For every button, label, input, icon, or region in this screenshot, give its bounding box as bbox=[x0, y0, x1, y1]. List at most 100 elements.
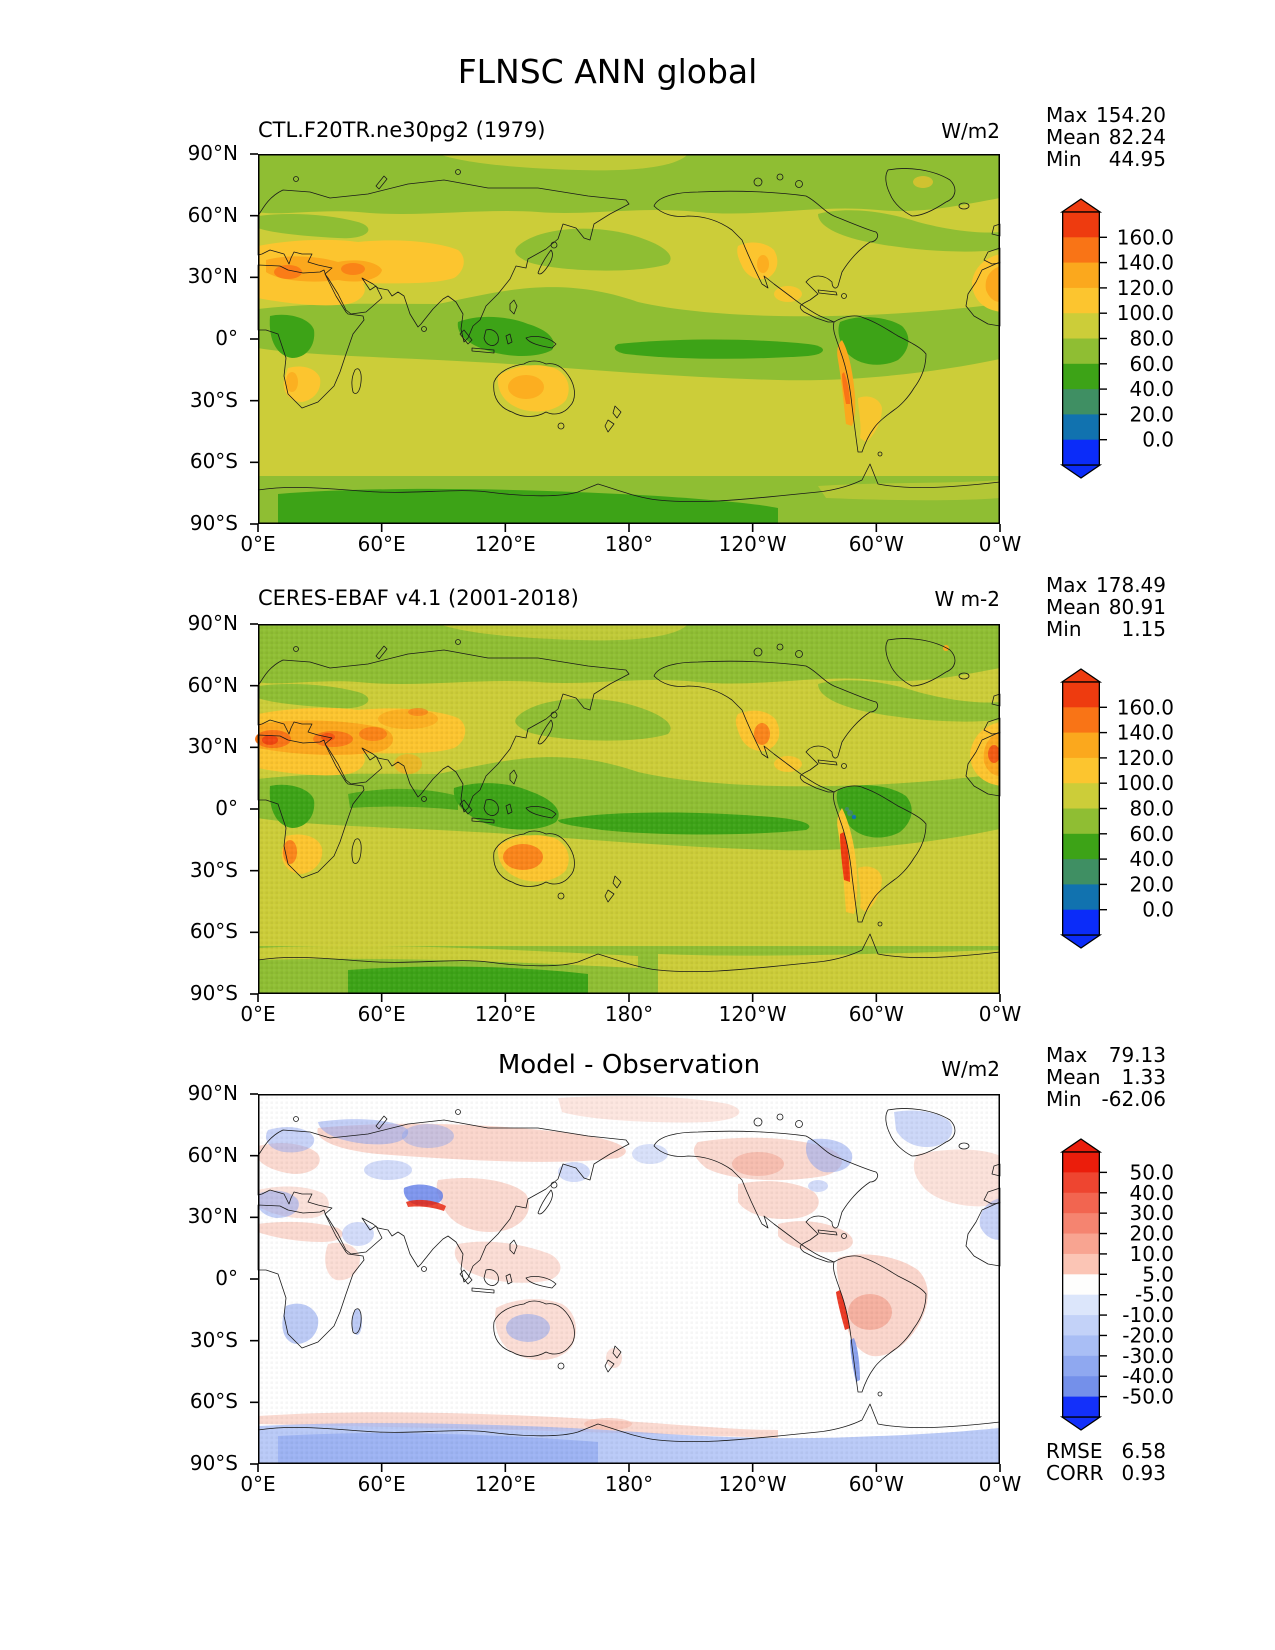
lon-tick-label: 0°W bbox=[978, 1472, 1022, 1496]
stat-row: RMSE 6.58 bbox=[1046, 1439, 1166, 1463]
lon-tick-label: 0°W bbox=[978, 532, 1022, 556]
panel2-lon-labels: 0°E 60°E 120°E 180° 120°W 60°W 0°W bbox=[240, 1002, 1021, 1026]
lon-tick-label: 180° bbox=[604, 532, 654, 556]
lon-tick-label: 180° bbox=[604, 1472, 654, 1496]
lon-tick-label: 120°W bbox=[718, 1002, 787, 1026]
lat-tick-label: 0° bbox=[215, 795, 238, 820]
stat-row: Min 1.15 bbox=[1046, 617, 1166, 641]
panel1-lon-labels: 0°E 60°E 120°E 180° 120°W 60°W 0°W bbox=[240, 532, 1021, 556]
panel3-lat-labels: 90°N 60°N 30°N 0° 30°S 60°S 90°S bbox=[160, 1081, 248, 1475]
diff-field bbox=[258, 1094, 1000, 1464]
lat-tick-label: 30°S bbox=[189, 1327, 238, 1352]
figure-title: FLNSC ANN global bbox=[457, 52, 758, 91]
svg-text:5.0: 5.0 bbox=[1142, 1262, 1174, 1286]
svg-text:-10.0: -10.0 bbox=[1122, 1303, 1174, 1327]
map-frame bbox=[258, 154, 1000, 524]
lat-tick-label: 60°N bbox=[187, 202, 238, 227]
lat-tick-label: 60°S bbox=[189, 449, 238, 474]
panel1-title: CTL.F20TR.ne30pg2 (1979) bbox=[258, 118, 546, 142]
lat-tick-label: 90°N bbox=[187, 610, 238, 635]
obs-map bbox=[249, 623, 1001, 1003]
lat-tick-label: 90°N bbox=[187, 1080, 238, 1105]
lat-tick-label: 60°S bbox=[189, 1389, 238, 1414]
svg-text:160.0: 160.0 bbox=[1117, 695, 1174, 719]
panel3-stats: Max 79.13 Mean 1.33 Min -62.06 bbox=[1046, 1044, 1166, 1110]
svg-text:60.0: 60.0 bbox=[1129, 822, 1174, 846]
svg-text:-20.0: -20.0 bbox=[1122, 1323, 1174, 1347]
svg-text:30.0: 30.0 bbox=[1129, 1201, 1174, 1225]
svg-text:80.0: 80.0 bbox=[1129, 797, 1174, 821]
lat-tick-label: 0° bbox=[215, 1265, 238, 1290]
lat-tick-label: 30°N bbox=[187, 264, 238, 289]
svg-text:140.0: 140.0 bbox=[1117, 721, 1174, 745]
lat-tick-label: 30°N bbox=[187, 734, 238, 759]
panel3-units: W/m2 bbox=[941, 1057, 1000, 1081]
lon-tick-label: 0°E bbox=[240, 1002, 276, 1026]
lon-tick-label: 0°E bbox=[240, 532, 276, 556]
lon-tick-label: 60°E bbox=[357, 532, 406, 556]
svg-text:-5.0: -5.0 bbox=[1135, 1283, 1174, 1307]
svg-text:40.0: 40.0 bbox=[1129, 847, 1174, 871]
lat-tick-label: 0° bbox=[215, 325, 238, 350]
panel2-colorbar: 160.0 140.0 120.0 100.0 80.0 60.0 40.0 20.0 0.0 bbox=[1059, 668, 1177, 949]
lat-tick-label: 60°N bbox=[187, 1142, 238, 1167]
svg-text:60.0: 60.0 bbox=[1129, 352, 1174, 376]
lon-tick-label: 120°E bbox=[474, 1472, 536, 1496]
svg-text:120.0: 120.0 bbox=[1117, 276, 1174, 300]
lat-tick-label: 90°S bbox=[189, 1450, 238, 1475]
panel1-colorbar: 160.0 140.0 120.0 100.0 80.0 60.0 40.0 20.0 0.0 bbox=[1059, 198, 1177, 479]
svg-text:0.0: 0.0 bbox=[1142, 898, 1174, 922]
svg-text:80.0: 80.0 bbox=[1129, 327, 1174, 351]
stat-row: Max 178.49 bbox=[1046, 573, 1166, 597]
lon-tick-label: 0°W bbox=[978, 1002, 1022, 1026]
panel2-stats: Max 178.49 Mean 80.91 Min 1.15 bbox=[1046, 574, 1166, 640]
lat-tick-label: 90°S bbox=[189, 980, 238, 1005]
stat-row: Mean 82.24 bbox=[1046, 125, 1166, 149]
model-map bbox=[249, 153, 1001, 533]
lat-tick-label: 60°S bbox=[189, 919, 238, 944]
lat-tick-label: 30°S bbox=[189, 387, 238, 412]
lon-tick-label: 180° bbox=[604, 1002, 654, 1026]
lon-tick-label: 0°E bbox=[240, 1472, 276, 1496]
map-frame bbox=[258, 1094, 1000, 1464]
lon-tick-label: 60°W bbox=[848, 532, 904, 556]
svg-text:140.0: 140.0 bbox=[1117, 251, 1174, 275]
lon-tick-label: 120°W bbox=[718, 532, 787, 556]
panel3-metrics: RMSE 6.58 CORR 0.93 bbox=[1046, 1440, 1166, 1484]
svg-text:20.0: 20.0 bbox=[1129, 1222, 1174, 1246]
svg-text:40.0: 40.0 bbox=[1129, 377, 1174, 401]
lon-tick-label: 120°W bbox=[718, 1472, 787, 1496]
panel1-units: W/m2 bbox=[941, 119, 1000, 143]
stat-row: Max 79.13 bbox=[1046, 1043, 1166, 1067]
lat-tick-label: 90°N bbox=[187, 140, 238, 165]
lon-tick-label: 120°E bbox=[474, 532, 536, 556]
lon-tick-label: 60°E bbox=[357, 1472, 406, 1496]
stat-row: Min 44.95 bbox=[1046, 147, 1166, 171]
svg-text:120.0: 120.0 bbox=[1117, 746, 1174, 770]
lat-tick-label: 30°S bbox=[189, 857, 238, 882]
diff-map bbox=[249, 1093, 1001, 1473]
svg-text:100.0: 100.0 bbox=[1117, 771, 1174, 795]
stat-row: Mean 1.33 bbox=[1046, 1065, 1166, 1089]
stat-row: CORR 0.93 bbox=[1046, 1461, 1166, 1485]
panel3-colorbar: 50.0 40.0 30.0 20.0 10.0 5.0 -5.0 -10.0 -20.0 -30… bbox=[1059, 1138, 1177, 1431]
svg-text:-50.0: -50.0 bbox=[1122, 1385, 1174, 1409]
svg-text:20.0: 20.0 bbox=[1129, 402, 1174, 426]
panel1-lat-labels: 90°N 60°N 30°N 0° 30°S 60°S 90°S bbox=[160, 141, 248, 535]
lat-tick-label: 60°N bbox=[187, 672, 238, 697]
stat-row: Mean 80.91 bbox=[1046, 595, 1166, 619]
svg-text:-40.0: -40.0 bbox=[1122, 1364, 1174, 1388]
panel1-stats: Max 154.20 Mean 82.24 Min 44.95 bbox=[1046, 104, 1166, 170]
svg-text:-30.0: -30.0 bbox=[1122, 1344, 1174, 1368]
svg-text:100.0: 100.0 bbox=[1117, 301, 1174, 325]
map-frame bbox=[258, 624, 1000, 994]
lat-tick-label: 90°S bbox=[189, 510, 238, 535]
panel2-title: CERES-EBAF v4.1 (2001-2018) bbox=[258, 586, 579, 610]
svg-text:160.0: 160.0 bbox=[1117, 225, 1174, 249]
svg-text:20.0: 20.0 bbox=[1129, 872, 1174, 896]
panel3-lon-labels: 0°E 60°E 120°E 180° 120°W 60°W 0°W bbox=[240, 1472, 1021, 1496]
lon-tick-label: 60°W bbox=[848, 1002, 904, 1026]
panel2-units: W m-2 bbox=[934, 587, 1000, 611]
obs-field bbox=[255, 624, 1000, 994]
